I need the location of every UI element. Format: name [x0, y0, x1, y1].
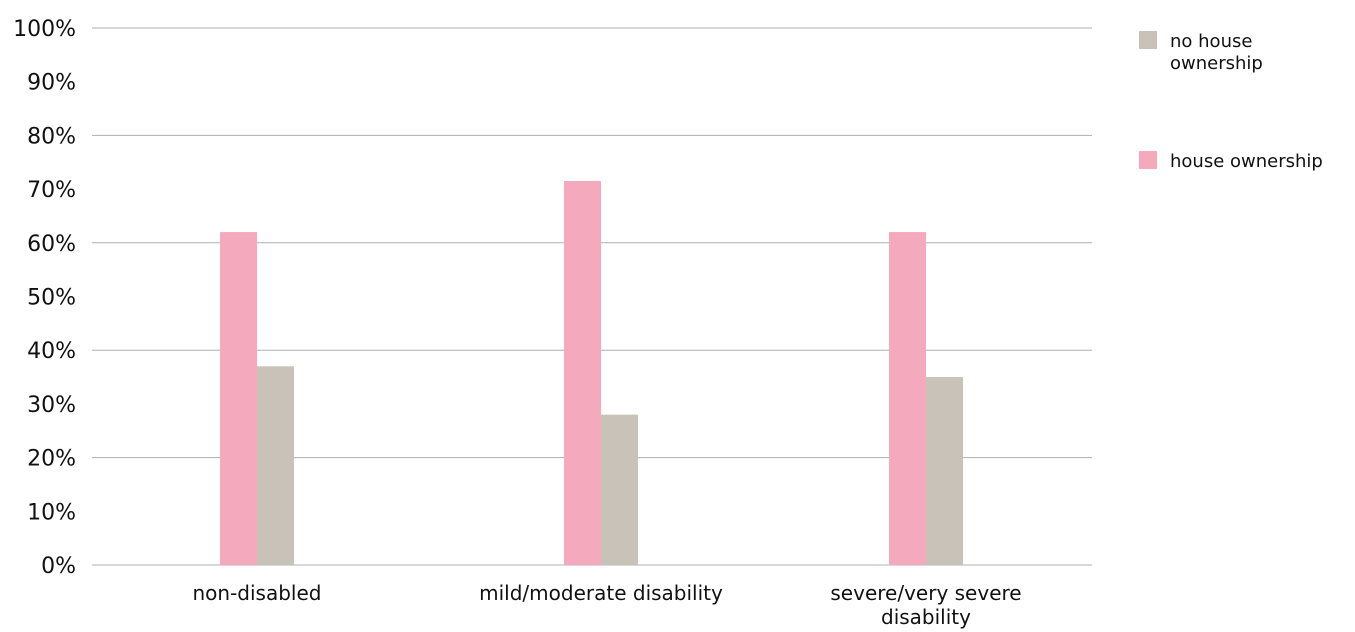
- y-tick-label: 10%: [27, 500, 76, 525]
- y-tick-label: 30%: [27, 393, 76, 418]
- y-tick-label: 100%: [13, 17, 76, 42]
- x-category-label: severe/very severe disability: [830, 581, 1021, 629]
- y-tick-label: 70%: [27, 178, 76, 203]
- y-tick-label: 0%: [41, 554, 76, 579]
- bar-house-ownership: [564, 181, 601, 566]
- y-tick-label: 40%: [27, 339, 76, 364]
- legend-swatch: [1139, 31, 1157, 49]
- bar-house-ownership: [220, 232, 257, 565]
- x-axis-categories: non-disabled mild/moderate disability seve…: [193, 581, 1022, 629]
- bar-house-ownership: [889, 232, 926, 565]
- legend: no house ownership house ownership: [1139, 31, 1323, 172]
- legend-label: house ownership: [1170, 151, 1323, 172]
- bar-no-house-ownership: [257, 366, 294, 565]
- x-category-label: mild/moderate disability: [479, 581, 723, 605]
- x-category-label: non-disabled: [193, 581, 322, 605]
- y-axis-ticks: 0% 10% 20% 30% 40% 50% 60% 70% 80% 90% 100%: [13, 17, 76, 579]
- y-tick-label: 90%: [27, 71, 76, 96]
- y-tick-label: 20%: [27, 447, 76, 472]
- bars: [220, 181, 963, 566]
- legend-label: no house ownership: [1170, 31, 1263, 74]
- legend-swatch: [1139, 151, 1157, 169]
- y-tick-label: 60%: [27, 232, 76, 257]
- y-tick-label: 50%: [27, 286, 76, 311]
- bar-no-house-ownership: [601, 414, 638, 565]
- bar-no-house-ownership: [926, 377, 963, 565]
- y-tick-label: 80%: [27, 124, 76, 149]
